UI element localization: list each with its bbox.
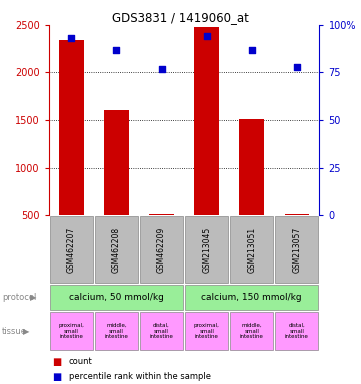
Bar [239,119,264,215]
Text: percentile rank within the sample: percentile rank within the sample [69,372,210,381]
Text: tissue: tissue [2,327,27,336]
Bar [194,27,219,215]
Text: GSM462208: GSM462208 [112,227,121,273]
Text: GDS3831 / 1419060_at: GDS3831 / 1419060_at [112,11,249,24]
Point [249,46,255,53]
Text: ■: ■ [52,357,62,367]
Text: GSM213051: GSM213051 [247,227,256,273]
Text: ■: ■ [52,372,62,382]
Point [159,66,165,72]
Bar [284,214,309,215]
Point [294,64,300,70]
Text: count: count [69,357,92,366]
Text: GSM462209: GSM462209 [157,227,166,273]
Text: distal,
small
intestine: distal, small intestine [149,323,174,339]
Text: proximal,
small
intestine: proximal, small intestine [194,323,219,339]
Bar [59,40,84,215]
Text: middle,
small
intestine: middle, small intestine [104,323,129,339]
Text: GSM213057: GSM213057 [292,227,301,273]
Text: calcium, 150 mmol/kg: calcium, 150 mmol/kg [201,293,302,302]
Point [69,35,74,41]
Point [114,46,119,53]
Text: GSM213045: GSM213045 [202,227,211,273]
Bar [104,111,129,215]
Point [204,33,209,40]
Text: ▶: ▶ [23,327,29,336]
Text: proximal,
small
intestine: proximal, small intestine [58,323,84,339]
Text: middle,
small
intestine: middle, small intestine [240,323,264,339]
Text: protocol: protocol [2,293,36,302]
Text: ▶: ▶ [30,293,36,302]
Text: GSM462207: GSM462207 [67,227,76,273]
Text: calcium, 50 mmol/kg: calcium, 50 mmol/kg [69,293,164,302]
Text: distal,
small
intestine: distal, small intestine [285,323,309,339]
Bar [149,214,174,215]
